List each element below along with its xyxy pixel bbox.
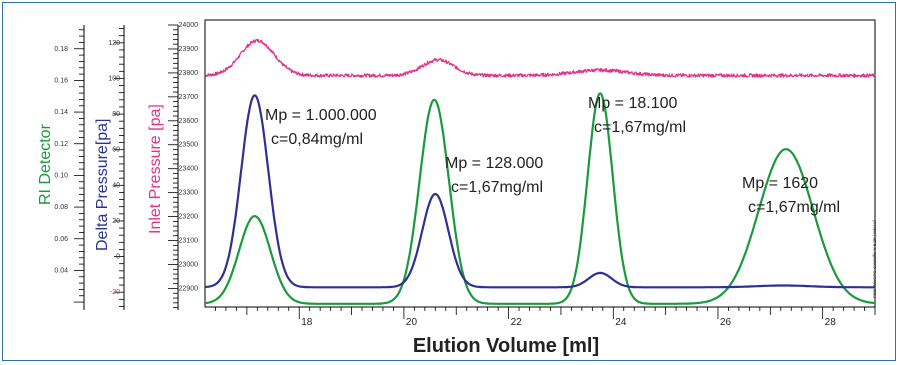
- inlet-tick-label: 22900: [179, 285, 199, 292]
- x-tick-label: 26: [720, 317, 732, 328]
- ri-tick-label: 0.04: [54, 267, 68, 274]
- series-layer: [204, 38, 876, 305]
- ri-series-line: [204, 92, 876, 305]
- ri-tick-label: 0.18: [54, 46, 68, 53]
- ri-tick-label: 0.06: [54, 236, 68, 243]
- delta-tick-label: 80: [112, 111, 120, 118]
- ri-tick-label: 0.10: [54, 172, 68, 179]
- peak-annotation-mp: Mp = 1620: [742, 175, 818, 192]
- x-tick-label: 22: [511, 317, 523, 328]
- inlet-tick-label: 23900: [179, 46, 199, 53]
- delta-tick-label: 20: [112, 218, 120, 225]
- peak-annotation-mp: Mp = 128.000: [445, 155, 543, 172]
- ri-tick-label: 0.16: [54, 77, 68, 84]
- delta-axis: -20 0 20 40 60 80 100 120: [108, 28, 124, 307]
- ri-axis-title: RI Detector: [37, 123, 54, 205]
- delta-tick-label: 100: [108, 75, 120, 82]
- delta-tick-label: 60: [112, 147, 120, 154]
- inlet-tick-label: 23100: [179, 238, 199, 245]
- inlet-tick-label: 23400: [179, 166, 199, 173]
- delta-tick-label: 120: [108, 40, 120, 47]
- delta-tick-label: 40: [112, 182, 120, 189]
- peak-annotation-conc: c=1,67mg/ml: [594, 119, 686, 136]
- peak-annotation-mp: Mp = 1.000.000: [265, 107, 377, 124]
- inlet-tick-label: 23700: [179, 94, 199, 101]
- inlet-tick-label: 23500: [179, 142, 199, 149]
- delta-tick-label: -20: [110, 289, 120, 296]
- x-axis-title: Elution Volume [ml]: [413, 335, 599, 357]
- ri-axis: 0.04 0.06 0.08 0.10 0.12 0.14 0.16 0.18: [54, 29, 84, 303]
- ri-tick-label: 0.14: [54, 109, 68, 116]
- delta-tick-label: 0: [116, 254, 120, 261]
- x-tick-label: 28: [825, 317, 837, 328]
- ri-tick-label: 0.12: [54, 141, 68, 148]
- peak-annotation-conc: c=1,67mg/ml: [748, 199, 840, 216]
- ri-tick-label: 0.08: [54, 204, 68, 211]
- chart-frame: [2, 2, 896, 361]
- inlet-tick-label: 24000: [179, 22, 199, 29]
- inlet-tick-label: 23800: [179, 70, 199, 77]
- annotation-layer: Mp = 1.000.000 c=0,84mg/ml Mp = 128.000 c=1…: [265, 95, 840, 216]
- peak-annotation-conc: c=1,67mg/ml: [451, 179, 543, 196]
- delta-axis-title: Delta Pressure[pa]: [94, 118, 111, 251]
- inlet-tick-label: 23600: [179, 118, 199, 125]
- inlet-tick-label: 23300: [179, 190, 199, 197]
- peak-annotation-mp: Mp = 18.100: [588, 95, 678, 112]
- inlet-tick-label: 23200: [179, 214, 199, 221]
- inlet-tick-label: 23000: [179, 261, 199, 268]
- inlet-series-line: [204, 38, 876, 78]
- x-tick-label: 24: [615, 317, 627, 328]
- inlet-axis-title: Inlet Pressure [pa]: [147, 104, 164, 234]
- x-tick-label: 18: [301, 317, 313, 328]
- x-tick-label: 20: [406, 317, 418, 328]
- inlet-axis: 22900 23000 23100 23200 23300 23400 23500 23600…: [168, 22, 199, 309]
- delta-series-line: [204, 94, 875, 289]
- x-axis: 18 20 22 24 26 28: [215, 307, 876, 328]
- peak-annotation-conc: c=0,84mg/ml: [271, 131, 363, 148]
